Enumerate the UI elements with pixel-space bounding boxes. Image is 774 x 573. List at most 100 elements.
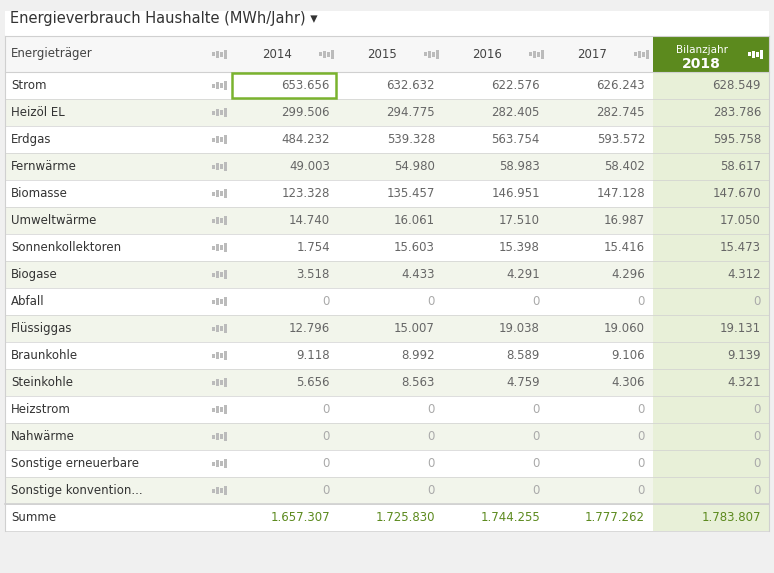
Text: 15.473: 15.473: [720, 241, 761, 254]
Text: 8.563: 8.563: [402, 376, 435, 389]
Text: 0: 0: [533, 457, 540, 470]
Bar: [224, 324, 227, 333]
Bar: [220, 245, 222, 250]
Text: 17.050: 17.050: [720, 214, 761, 227]
Bar: [215, 271, 218, 278]
Bar: [5, 36, 653, 72]
Text: 147.128: 147.128: [597, 187, 645, 200]
Text: 283.786: 283.786: [713, 106, 761, 119]
Bar: [211, 327, 214, 331]
Bar: [653, 180, 769, 207]
Text: 0: 0: [638, 484, 645, 497]
Bar: [224, 378, 227, 387]
Bar: [752, 50, 755, 57]
Bar: [431, 52, 434, 57]
Bar: [220, 110, 222, 115]
Bar: [224, 49, 227, 58]
Bar: [211, 52, 214, 56]
Text: 0: 0: [754, 295, 761, 308]
Text: 299.506: 299.506: [282, 106, 330, 119]
Text: 54.980: 54.980: [394, 160, 435, 173]
Bar: [224, 459, 227, 468]
Bar: [5, 450, 653, 477]
Bar: [748, 52, 751, 56]
Bar: [220, 52, 222, 57]
Bar: [215, 352, 218, 359]
Text: 146.951: 146.951: [491, 187, 540, 200]
Bar: [323, 50, 326, 57]
Text: 1.744.255: 1.744.255: [480, 511, 540, 524]
Bar: [5, 369, 653, 396]
Text: 0: 0: [638, 403, 645, 416]
Bar: [224, 486, 227, 495]
Text: 282.745: 282.745: [597, 106, 645, 119]
Bar: [220, 380, 222, 385]
Text: 0: 0: [427, 430, 435, 443]
Text: 1.725.830: 1.725.830: [375, 511, 435, 524]
Text: Fernwärme: Fernwärme: [11, 160, 77, 173]
Bar: [224, 432, 227, 441]
Text: 2015: 2015: [367, 48, 397, 61]
Bar: [220, 299, 222, 304]
Bar: [5, 234, 653, 261]
Bar: [436, 49, 439, 58]
Bar: [224, 81, 227, 90]
Text: 16.987: 16.987: [604, 214, 645, 227]
Bar: [653, 99, 769, 126]
Text: 0: 0: [427, 295, 435, 308]
Bar: [211, 191, 214, 195]
Bar: [211, 84, 214, 88]
Text: 147.670: 147.670: [712, 187, 761, 200]
Text: 14.740: 14.740: [289, 214, 330, 227]
Text: Erdgas: Erdgas: [11, 133, 52, 146]
Bar: [220, 218, 222, 223]
Text: 8.992: 8.992: [402, 349, 435, 362]
Bar: [220, 353, 222, 358]
Bar: [759, 49, 762, 58]
Text: 1.777.262: 1.777.262: [585, 511, 645, 524]
Bar: [211, 164, 214, 168]
Bar: [211, 461, 214, 465]
Text: 0: 0: [754, 484, 761, 497]
Text: Bilanzjahr: Bilanzjahr: [676, 45, 728, 55]
Text: 0: 0: [427, 484, 435, 497]
Bar: [653, 369, 769, 396]
Text: 593.572: 593.572: [597, 133, 645, 146]
Bar: [211, 354, 214, 358]
Text: Sonnenkollektoren: Sonnenkollektoren: [11, 241, 121, 254]
Text: 0: 0: [323, 403, 330, 416]
Bar: [5, 126, 653, 153]
Text: 9.118: 9.118: [296, 349, 330, 362]
Bar: [427, 50, 430, 57]
Bar: [224, 243, 227, 252]
Bar: [5, 477, 653, 504]
Bar: [220, 191, 222, 196]
Text: 0: 0: [533, 484, 540, 497]
Bar: [536, 52, 539, 57]
Bar: [653, 504, 769, 531]
Text: Summe: Summe: [11, 511, 57, 524]
Bar: [327, 52, 330, 57]
Bar: [211, 218, 214, 222]
Bar: [423, 52, 426, 56]
Text: 563.754: 563.754: [491, 133, 540, 146]
Text: 15.603: 15.603: [394, 241, 435, 254]
Bar: [5, 207, 653, 234]
Text: 58.617: 58.617: [720, 160, 761, 173]
Text: 0: 0: [323, 430, 330, 443]
Bar: [215, 136, 218, 143]
Text: 2017: 2017: [577, 48, 607, 61]
Text: 16.061: 16.061: [394, 214, 435, 227]
Bar: [220, 407, 222, 412]
Bar: [5, 423, 653, 450]
Text: 9.106: 9.106: [611, 349, 645, 362]
Text: 0: 0: [533, 430, 540, 443]
Bar: [215, 163, 218, 170]
Text: Flüssiggas: Flüssiggas: [11, 322, 73, 335]
Bar: [653, 234, 769, 261]
Text: 17.510: 17.510: [499, 214, 540, 227]
Bar: [211, 300, 214, 304]
Bar: [646, 49, 649, 58]
Bar: [224, 108, 227, 117]
Text: Heizstrom: Heizstrom: [11, 403, 71, 416]
